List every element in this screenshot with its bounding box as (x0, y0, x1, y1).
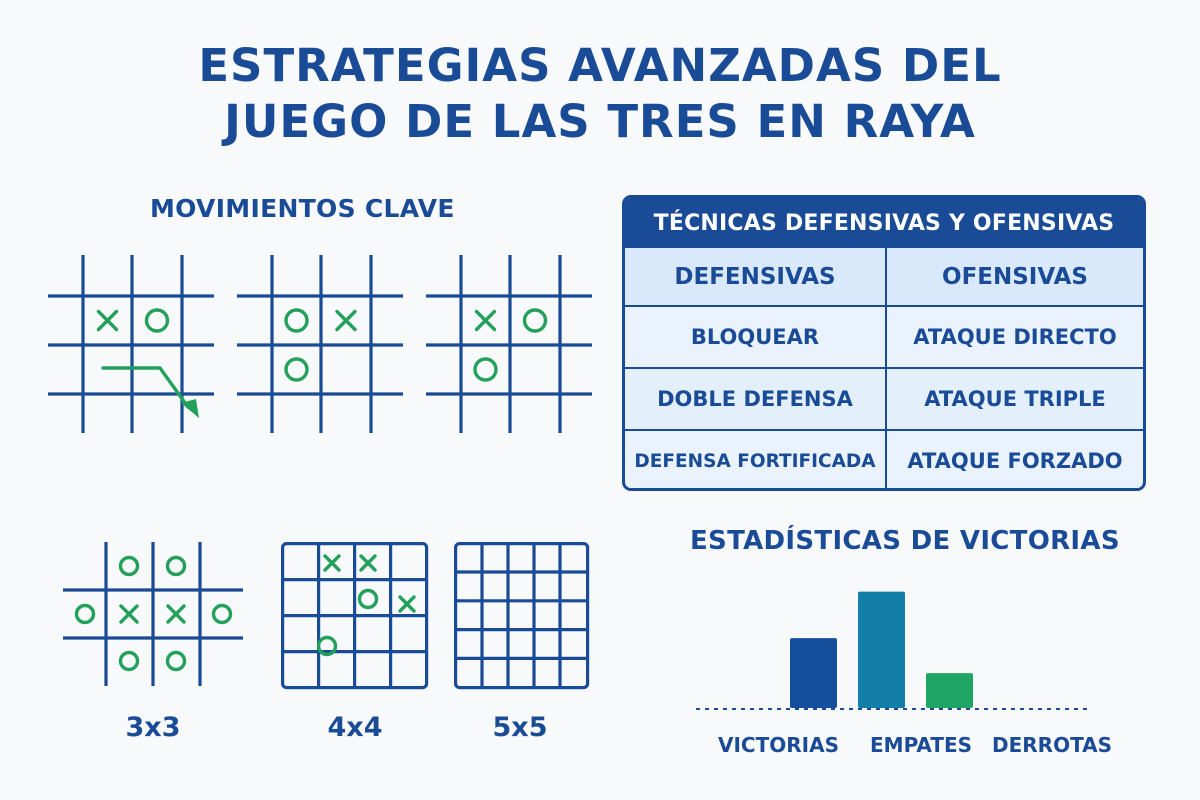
table-column-headers: DEFENSIVAS OFENSIVAS (625, 248, 1143, 305)
x-mark (323, 554, 341, 572)
o-mark (522, 308, 548, 333)
page-title: ESTRATEGIAS AVANZADAS DEL JUEGO DE LAS T… (0, 38, 1200, 150)
board-5x5 (454, 542, 590, 690)
o-mark (118, 650, 140, 672)
o-mark (74, 603, 96, 625)
column-header-defensive: DEFENSIVAS (625, 248, 887, 305)
x-tick-label: EMPATES (870, 733, 973, 757)
key-move-board-1 (48, 255, 214, 433)
x-mark (335, 309, 357, 332)
key-move-board-3 (426, 255, 592, 433)
o-mark (144, 308, 170, 333)
board-marks (473, 308, 548, 382)
board-size-label: 3x3 (125, 712, 181, 743)
move-arrow-icon (101, 366, 199, 418)
o-mark (165, 650, 187, 672)
bar-derrotas (926, 673, 973, 708)
o-mark (357, 588, 379, 610)
key-move-board-2 (237, 255, 403, 433)
techniques-table: TÉCNICAS DEFENSIVAS Y OFENSIVAS DEFENSIV… (622, 195, 1146, 491)
key-moves-title: MOVIMIENTOS CLAVE (150, 194, 455, 223)
x-mark (96, 309, 119, 332)
x-tick-label: VICTORIAS (718, 733, 839, 757)
table-cell: DEFENSA FORTIFICADA (625, 431, 887, 488)
table-cell: ATAQUE FORZADO (907, 449, 1123, 473)
x-mark (359, 554, 377, 572)
o-mark (284, 308, 309, 333)
table-cell: ATAQUE DIRECTO (913, 325, 1117, 349)
victory-stats-chart (696, 591, 1088, 710)
o-mark (118, 555, 140, 577)
x-mark (166, 604, 186, 624)
board-3x3 (63, 542, 243, 686)
board-size-label: 4x4 (327, 712, 383, 743)
x-mark (119, 604, 139, 624)
bar-empates (858, 591, 905, 708)
board-marks (316, 554, 416, 657)
o-mark (211, 603, 233, 625)
table-row: DEFENSA FORTIFICADA ATAQUE FORZADO (625, 429, 1143, 488)
x-tick-label: DERROTAS (992, 733, 1113, 757)
o-mark (473, 357, 498, 382)
bar-victorias (790, 638, 837, 708)
column-header-offensive: OFENSIVAS (942, 263, 1088, 290)
board-size-label: 5x5 (492, 712, 548, 743)
title-line-1: ESTRATEGIAS AVANZADAS DEL (198, 39, 1002, 92)
title-line-2: JUEGO DE LAS TRES EN RAYA (224, 95, 976, 148)
table-cell: ATAQUE TRIPLE (924, 387, 1106, 411)
x-mark (398, 595, 416, 613)
table-cell: DOBLE DEFENSA (625, 369, 887, 429)
o-mark (165, 555, 187, 577)
board-marks (74, 555, 233, 672)
o-mark (284, 357, 309, 382)
o-mark (316, 635, 338, 657)
stats-title: ESTADÍSTICAS DE VICTORIAS (690, 526, 1120, 556)
x-mark (474, 309, 497, 332)
table-row: BLOQUEAR ATAQUE DIRECTO (625, 305, 1143, 367)
board-4x4 (281, 542, 429, 690)
table-header: TÉCNICAS DEFENSIVAS Y OFENSIVAS (625, 198, 1143, 248)
table-cell: BLOQUEAR (625, 307, 887, 367)
board-marks (284, 308, 357, 382)
table-row: DOBLE DEFENSA ATAQUE TRIPLE (625, 367, 1143, 429)
board-marks (96, 308, 170, 333)
